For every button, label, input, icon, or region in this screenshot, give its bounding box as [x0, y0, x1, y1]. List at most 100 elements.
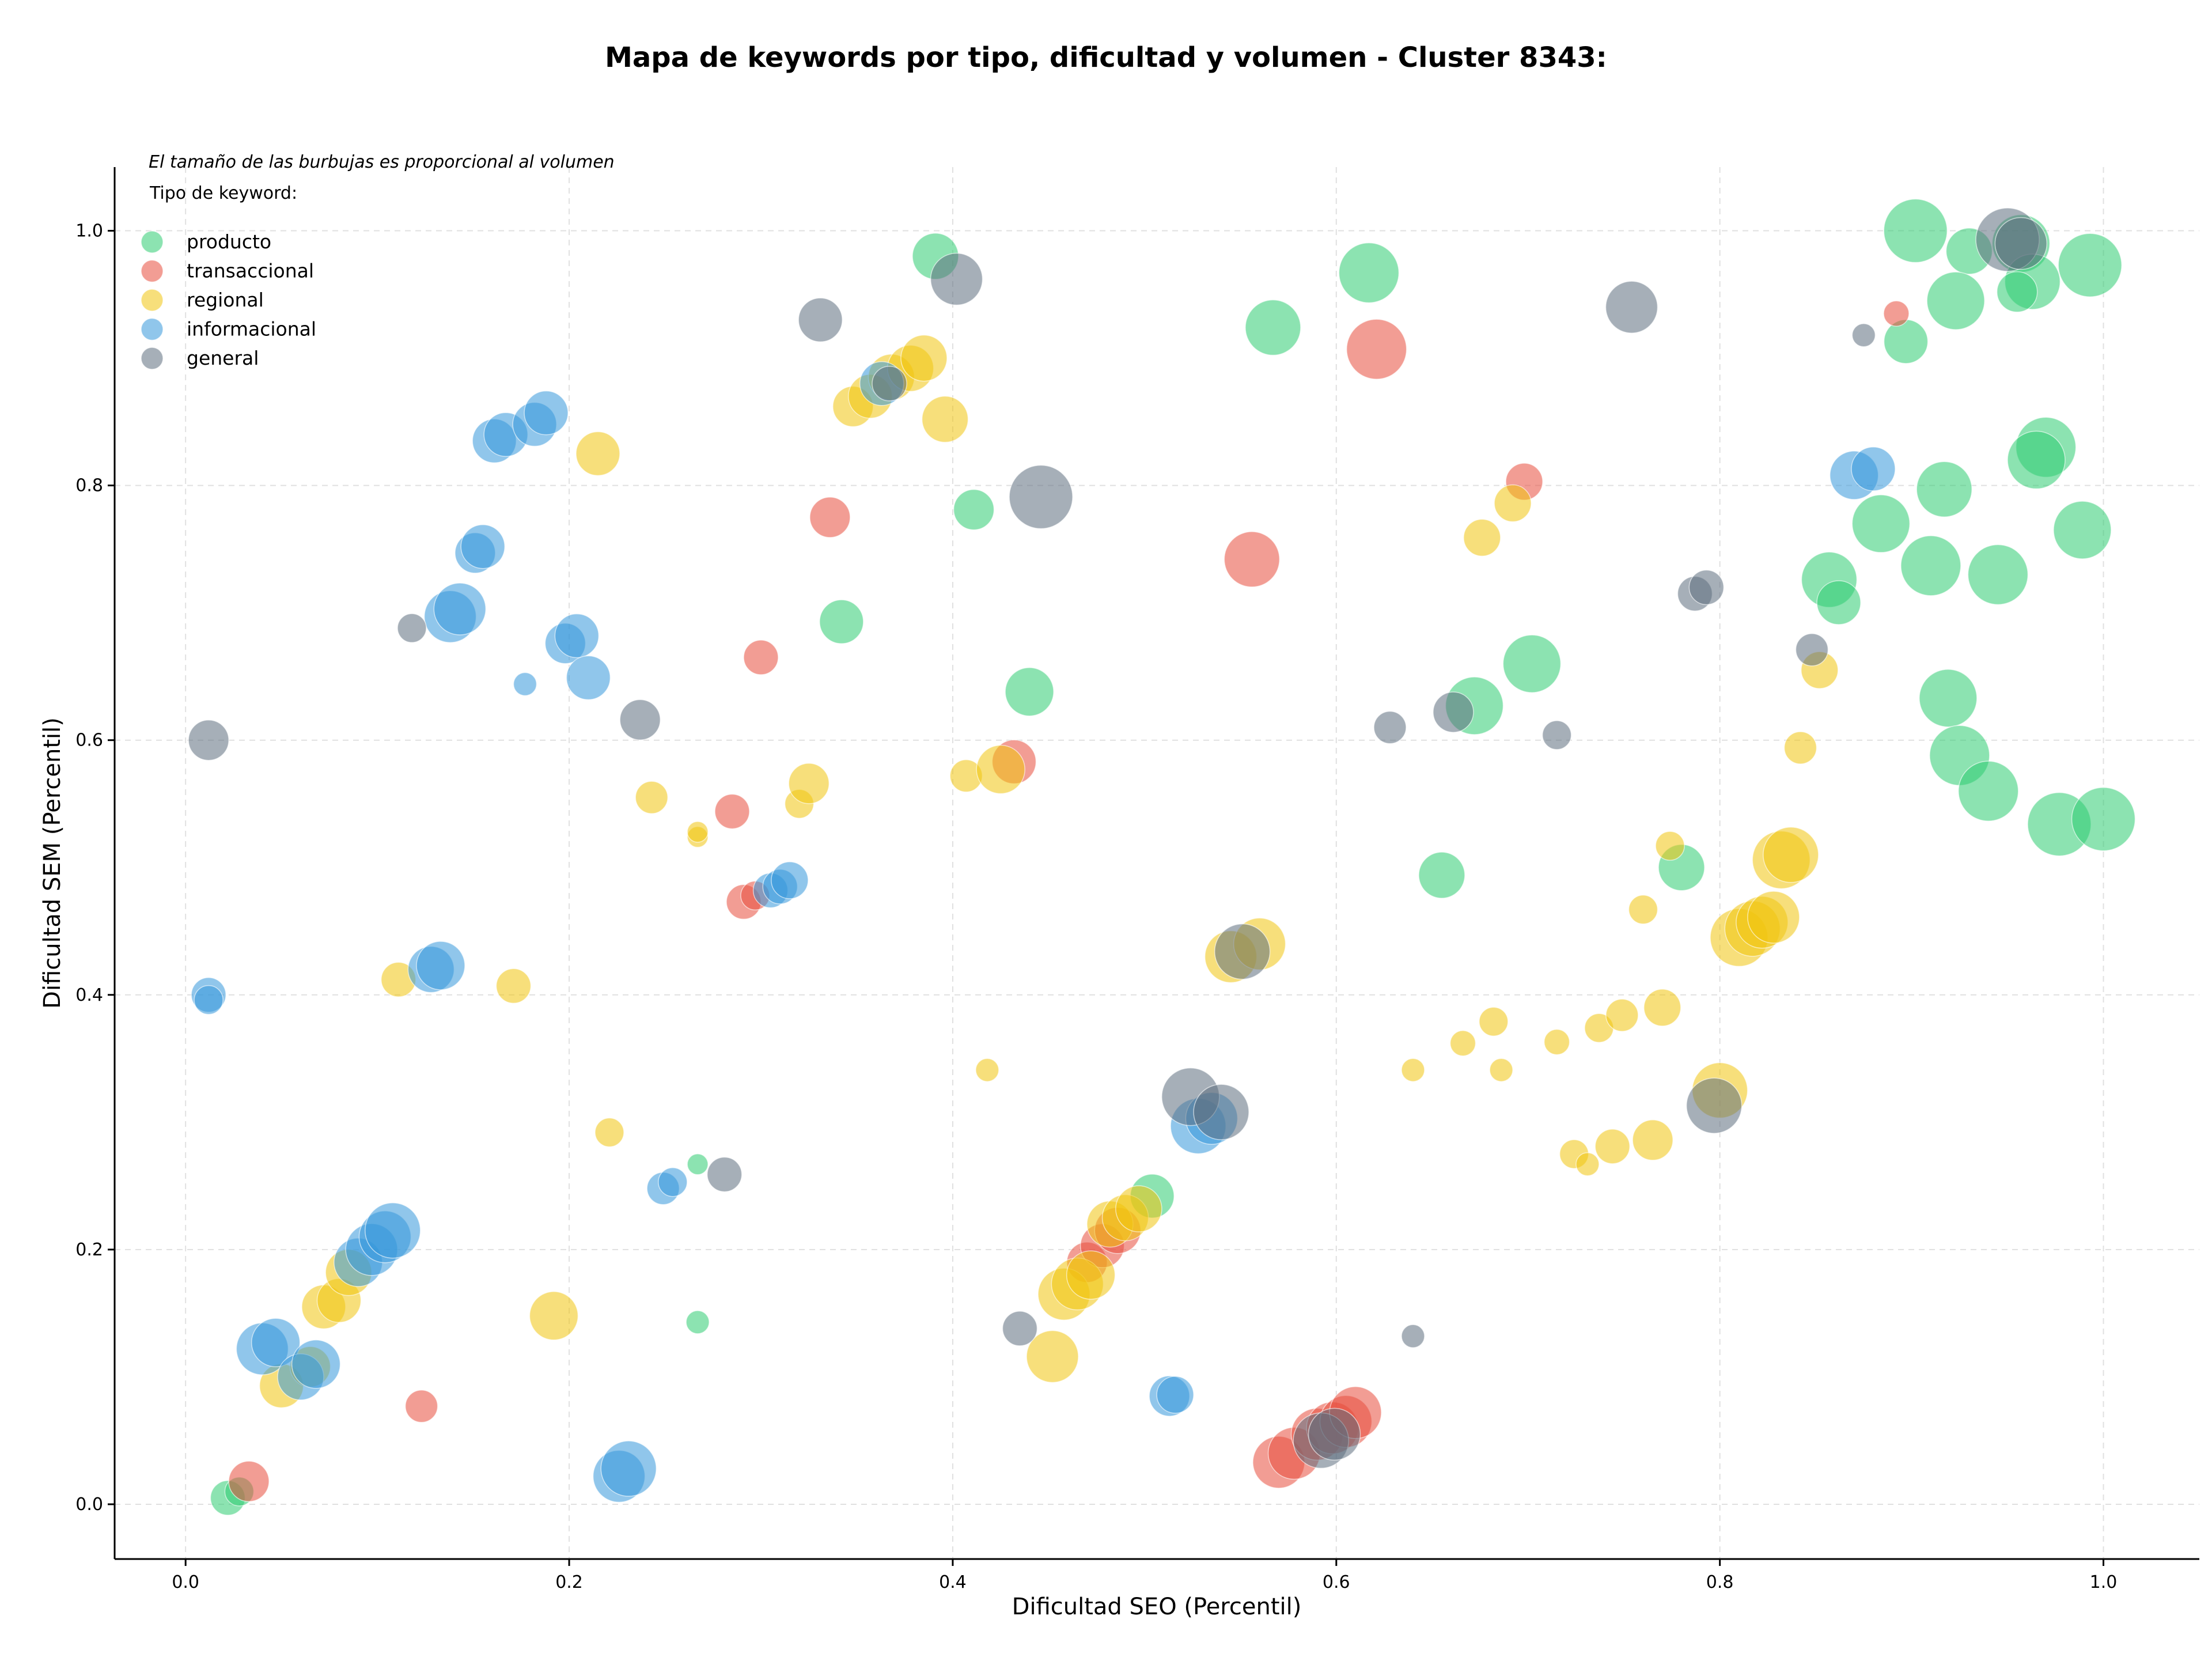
bubble-transaccional: [228, 1461, 270, 1502]
bubble-transaccional: [404, 1389, 438, 1423]
bubble-general: [1605, 281, 1658, 334]
y-tick-label: 0.4: [75, 985, 103, 1005]
bubble-informacional: [1156, 1376, 1194, 1414]
bubble-transaccional: [1883, 300, 1910, 327]
legend-label-transaccional: transaccional: [187, 260, 314, 282]
x-tick-label: 0.0: [172, 1572, 199, 1592]
bubble-regional: [1026, 1330, 1079, 1383]
bubble-regional: [1747, 891, 1800, 944]
legend-marker-general: [141, 347, 164, 370]
bubble-transaccional: [809, 497, 851, 538]
legend-label-informacional: informacional: [187, 318, 316, 340]
bubble-regional: [529, 1291, 579, 1341]
bubble-regional: [1594, 1129, 1630, 1164]
bubble-general: [397, 613, 427, 643]
bubble-regional: [900, 334, 948, 382]
bubble-informacional: [771, 861, 809, 899]
legend-label-general: general: [187, 347, 259, 369]
bubble-general: [1851, 323, 1876, 347]
y-tick-label: 0.8: [75, 476, 103, 496]
bubble-general: [1009, 464, 1073, 529]
bubble-transaccional: [1346, 319, 1407, 380]
chart-title: Mapa de keywords por tipo, dificultad y …: [605, 41, 1607, 74]
bubble-producto: [1958, 760, 2019, 822]
bubble-transaccional: [1224, 531, 1281, 588]
legend-marker-transaccional: [141, 259, 164, 283]
bubble-informacional: [433, 582, 487, 635]
bubble-producto: [1245, 299, 1301, 356]
bubble-regional: [635, 781, 668, 814]
bubble-informacional: [460, 524, 505, 569]
bubble-general: [1308, 1408, 1361, 1461]
bubble-regional: [975, 1058, 999, 1082]
bubble-regional: [1783, 731, 1817, 765]
bubble-general: [1214, 923, 1271, 980]
x-tick-label: 0.8: [1706, 1572, 1734, 1592]
bubble-informacional: [194, 985, 224, 1015]
bubble-producto: [1900, 535, 1961, 596]
bubble-general: [1795, 633, 1829, 667]
x-tick-label: 0.2: [555, 1572, 583, 1592]
legend-marker-informacional: [141, 317, 164, 341]
bubble-regional: [976, 744, 1025, 794]
bubble-producto: [1919, 668, 1978, 728]
bubble-regional: [1643, 989, 1681, 1027]
bubble-transaccional: [743, 640, 779, 675]
bubble-producto: [1502, 634, 1562, 693]
bubble-general: [1193, 1084, 1249, 1140]
bubble-producto: [1851, 494, 1911, 553]
bubble-informacional: [600, 1440, 657, 1497]
bubble-general: [1688, 569, 1725, 606]
bubble-regional: [687, 821, 709, 843]
y-tick-label: 1.0: [75, 221, 103, 241]
bubble-producto: [2058, 233, 2122, 297]
bubble-informacional: [524, 390, 569, 436]
y-axis-label: Dificultad SEM (Percentil): [39, 717, 66, 1009]
bubble-regional: [1575, 1152, 1600, 1176]
ticks: 0.0 0.2 0.4 0.6 0.8 1.0 0.0 0.2 0.4 0.6 0.8 1.0: [75, 221, 2117, 1592]
bubble-regional: [1401, 1058, 1425, 1082]
bubble-informacional: [658, 1167, 688, 1197]
legend-label-producto: producto: [187, 230, 271, 253]
bubble-regional: [1763, 826, 1819, 883]
bubble-general: [1685, 1077, 1743, 1134]
bubble-regional: [1479, 1007, 1509, 1036]
bubble-regional: [1494, 484, 1532, 523]
bubble-regional: [788, 763, 830, 804]
bubble-producto: [1005, 667, 1054, 717]
legend-label-regional: regional: [187, 289, 264, 311]
x-tick-label: 0.6: [1323, 1572, 1350, 1592]
bubble-informacional: [251, 1318, 301, 1367]
bubble-producto: [687, 1153, 709, 1175]
bubble-informacional: [365, 1202, 421, 1259]
bubble-general: [872, 366, 907, 402]
bubble-regional: [1463, 519, 1501, 557]
bubble-producto: [2071, 786, 2136, 852]
y-tick-label: 0.2: [75, 1240, 103, 1260]
bubble-regional: [1543, 1028, 1570, 1055]
bubble-general: [1541, 720, 1572, 750]
bubble-general: [930, 252, 983, 306]
bubble-producto: [1996, 271, 2038, 313]
bubble-general: [798, 297, 843, 343]
y-tick-label: 0.0: [75, 1494, 103, 1515]
bubble-size-note: El tamaño de las burbujas es proporciona…: [149, 152, 615, 172]
bubble-producto: [685, 1310, 710, 1334]
bubble-producto: [1926, 271, 1985, 330]
bubble-regional: [1066, 1250, 1116, 1300]
bubble-general: [1373, 710, 1407, 744]
bubble-regional: [1115, 1185, 1162, 1232]
bubble-producto: [819, 599, 864, 644]
y-tick-label: 0.6: [75, 731, 103, 751]
bubble-regional: [575, 431, 620, 476]
bubble-producto: [953, 489, 995, 531]
bubble-general: [1002, 1311, 1038, 1346]
x-tick-label: 0.4: [939, 1572, 967, 1592]
bubble-general: [1994, 217, 2048, 270]
bubble-general: [619, 699, 661, 741]
bubble-producto: [1967, 544, 2029, 606]
bubble-regional: [1655, 831, 1685, 861]
bubble-transaccional: [714, 793, 750, 830]
bubble-general: [1401, 1324, 1425, 1348]
